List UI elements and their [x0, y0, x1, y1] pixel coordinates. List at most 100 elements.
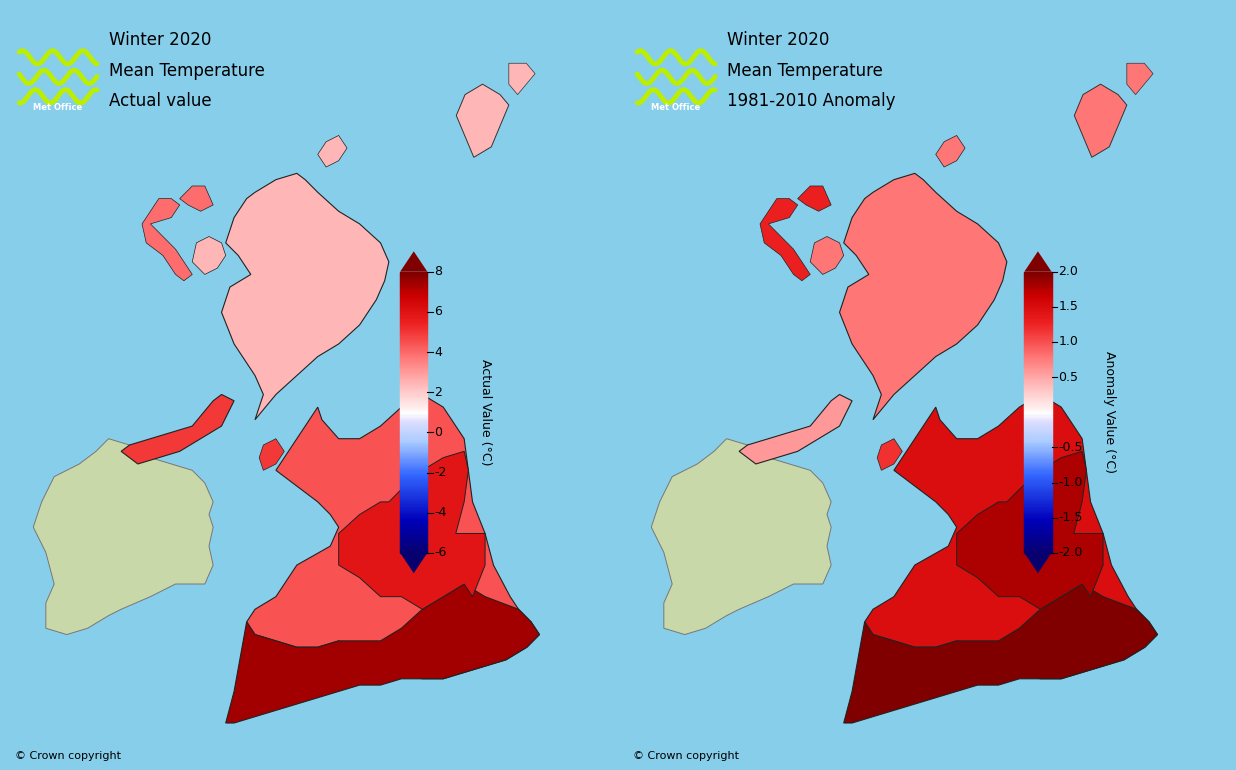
- Bar: [400, 412, 428, 413]
- Bar: [1025, 396, 1052, 397]
- Polygon shape: [260, 439, 284, 470]
- Bar: [400, 276, 428, 277]
- Bar: [400, 442, 428, 443]
- Bar: [400, 546, 428, 547]
- Bar: [1025, 493, 1052, 494]
- Bar: [1025, 282, 1052, 283]
- Bar: [400, 357, 428, 358]
- Bar: [400, 543, 428, 544]
- Bar: [400, 299, 428, 300]
- Bar: [1025, 439, 1052, 440]
- Bar: [400, 351, 428, 352]
- Bar: [400, 323, 428, 324]
- Bar: [1025, 272, 1052, 273]
- Bar: [400, 491, 428, 493]
- Bar: [1025, 333, 1052, 334]
- Bar: [400, 309, 428, 310]
- Bar: [400, 390, 428, 391]
- Bar: [1025, 360, 1052, 362]
- Bar: [1025, 458, 1052, 460]
- Bar: [1025, 462, 1052, 463]
- Polygon shape: [1025, 251, 1052, 272]
- Bar: [400, 336, 428, 337]
- Bar: [1025, 276, 1052, 277]
- Bar: [1025, 358, 1052, 360]
- Bar: [400, 453, 428, 454]
- Polygon shape: [339, 451, 485, 609]
- Bar: [400, 467, 428, 468]
- Bar: [1025, 349, 1052, 350]
- Bar: [400, 552, 428, 553]
- Bar: [1025, 479, 1052, 480]
- Bar: [400, 339, 428, 340]
- Bar: [400, 383, 428, 385]
- Bar: [1025, 346, 1052, 347]
- Bar: [1025, 418, 1052, 419]
- Bar: [1025, 508, 1052, 509]
- Bar: [400, 478, 428, 479]
- Bar: [400, 551, 428, 552]
- Bar: [400, 507, 428, 508]
- Bar: [400, 332, 428, 333]
- Bar: [400, 277, 428, 278]
- Bar: [1025, 546, 1052, 547]
- Text: Mean Temperature: Mean Temperature: [109, 62, 265, 79]
- Bar: [1025, 498, 1052, 499]
- Bar: [1025, 399, 1052, 400]
- Bar: [1025, 522, 1052, 523]
- Bar: [1025, 311, 1052, 313]
- Bar: [1025, 343, 1052, 344]
- Bar: [400, 331, 428, 332]
- Bar: [400, 521, 428, 522]
- Bar: [400, 305, 428, 306]
- Bar: [400, 386, 428, 387]
- Bar: [1025, 381, 1052, 383]
- Bar: [1025, 380, 1052, 381]
- Bar: [400, 434, 428, 435]
- Bar: [400, 400, 428, 401]
- Bar: [1025, 342, 1052, 343]
- Bar: [1025, 332, 1052, 333]
- Bar: [400, 445, 428, 447]
- Bar: [400, 365, 428, 366]
- Text: Winter 2020: Winter 2020: [109, 31, 211, 49]
- Bar: [400, 282, 428, 283]
- Bar: [1025, 550, 1052, 551]
- Bar: [400, 278, 428, 280]
- Bar: [1025, 525, 1052, 527]
- Bar: [1025, 547, 1052, 548]
- Bar: [1025, 537, 1052, 538]
- Bar: [400, 352, 428, 353]
- Bar: [1025, 484, 1052, 485]
- Bar: [400, 512, 428, 514]
- Bar: [1025, 510, 1052, 511]
- Bar: [400, 372, 428, 373]
- Polygon shape: [509, 63, 535, 95]
- Polygon shape: [739, 394, 852, 464]
- Bar: [400, 328, 428, 329]
- Bar: [1025, 286, 1052, 287]
- Bar: [400, 527, 428, 529]
- Bar: [400, 447, 428, 448]
- Polygon shape: [651, 439, 831, 634]
- Bar: [1025, 386, 1052, 387]
- Bar: [1025, 544, 1052, 545]
- Bar: [400, 531, 428, 532]
- Polygon shape: [1025, 553, 1052, 573]
- Bar: [400, 320, 428, 321]
- Bar: [1025, 407, 1052, 408]
- Bar: [400, 545, 428, 546]
- Bar: [1025, 421, 1052, 422]
- Polygon shape: [221, 173, 389, 420]
- Bar: [1025, 535, 1052, 537]
- Bar: [1025, 273, 1052, 274]
- Bar: [1025, 378, 1052, 380]
- Bar: [400, 476, 428, 477]
- Polygon shape: [1039, 152, 1048, 162]
- Bar: [400, 353, 428, 354]
- Bar: [1025, 530, 1052, 531]
- Bar: [1025, 377, 1052, 378]
- Bar: [400, 413, 428, 414]
- Bar: [400, 285, 428, 286]
- Bar: [400, 517, 428, 519]
